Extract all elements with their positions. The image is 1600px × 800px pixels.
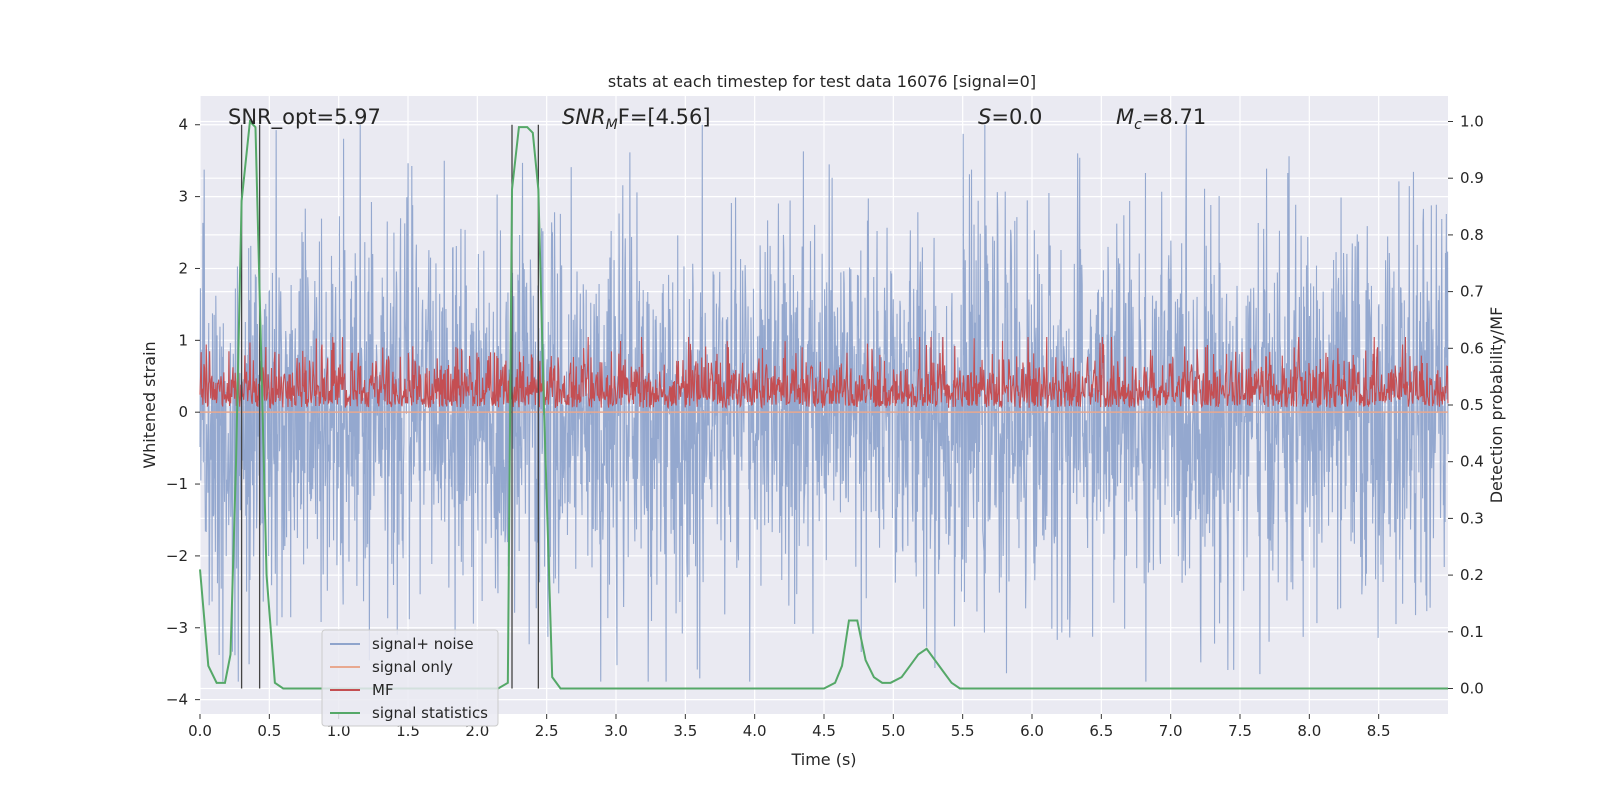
signal-noise-line (199, 124, 1449, 682)
x-tick-label: 6.5 (1089, 722, 1113, 740)
y2-tick-label: 0.7 (1460, 283, 1484, 301)
annotation-s-main: S (978, 105, 991, 129)
annotation-snr-mf-sub: M (606, 117, 618, 133)
y-tick-label: 0 (178, 403, 188, 421)
y-tick-label: −1 (166, 475, 188, 493)
y2-tick-label: 0.1 (1460, 623, 1484, 641)
legend-label: signal+ noise (372, 635, 474, 653)
annotation-s-rest: =0.0 (991, 105, 1042, 129)
x-tick-label: 5.5 (951, 722, 975, 740)
x-axis-ticks: 0.0 0.5 1.0 1.5 2.0 2.5 3.0 3.5 4.0 4.5 5.0 5.5 6.0 6… (188, 714, 1391, 740)
y-tick-label: −4 (166, 691, 188, 709)
x-tick-label: 3.5 (673, 722, 697, 740)
y2-tick-label: 1.0 (1460, 113, 1484, 131)
x-tick-label: 4.5 (812, 722, 836, 740)
legend-label: MF (372, 681, 394, 699)
y-tick-label: −3 (166, 619, 188, 637)
y2-tick-label: 0.9 (1460, 169, 1484, 187)
y-tick-label: 4 (178, 116, 188, 134)
y2-tick-label: 0.2 (1460, 566, 1484, 584)
x-tick-label: 6.0 (1020, 722, 1044, 740)
x-tick-label: 0.0 (188, 722, 212, 740)
signal-noise-series (199, 124, 1449, 682)
x-tick-label: 8.5 (1367, 722, 1391, 740)
y-axis-ticks: 4 3 2 1 0 −1 −2 −3 −4 (166, 116, 200, 709)
annotation-mc-sub: c (1134, 117, 1142, 133)
annotations: SNR_opt=5.97 SNRMF=[4.56] S=0.0 Mc=8.71 (228, 105, 1206, 133)
y-tick-label: 2 (178, 259, 188, 277)
x-tick-label: 3.0 (604, 722, 628, 740)
x-tick-label: 7.5 (1228, 722, 1252, 740)
annotation-snr-mf: SNRMF=[4.56] (562, 105, 711, 133)
y2-tick-label: 0.3 (1460, 509, 1484, 527)
signal-statistics-series (199, 119, 1448, 690)
y-axis-label: Whitened strain (140, 341, 159, 468)
annotation-mc-main: M (1116, 105, 1134, 129)
x-tick-label: 8.0 (1297, 722, 1321, 740)
vertical-markers (240, 124, 539, 689)
y2-tick-label: 0.5 (1460, 396, 1484, 414)
x-tick-label: 5.0 (881, 722, 905, 740)
y-tick-label: 1 (178, 331, 188, 349)
x-tick-label: 2.5 (535, 722, 559, 740)
y2-tick-label: 0.8 (1460, 226, 1484, 244)
annotation-mc: Mc=8.71 (1116, 105, 1206, 133)
legend: signal+ noise signal only MF signal statist… (321, 629, 499, 727)
y-tick-label: 3 (178, 188, 188, 206)
x-axis-label: Time (s) (790, 750, 856, 769)
annotation-mc-rest: =8.71 (1142, 105, 1206, 129)
y2-axis-ticks: 1.0 0.9 0.8 0.7 0.6 0.5 0.4 0.3 0.2 0.1 0.0 (1448, 113, 1484, 697)
legend-label: signal statistics (372, 704, 488, 722)
mf-line (199, 336, 1449, 410)
x-tick-label: 4.0 (743, 722, 767, 740)
legend-box (321, 629, 499, 727)
annotation-snr-mf-main: SNR (562, 105, 606, 129)
y-tick-label: −2 (166, 547, 188, 565)
legend-label: signal only (372, 658, 453, 676)
mf-series (199, 336, 1449, 410)
x-tick-label: 7.0 (1159, 722, 1183, 740)
annotation-snr-mf-rest: F=[4.56] (618, 105, 711, 129)
signal-statistics-line (199, 119, 1448, 690)
y2-tick-label: 0.4 (1460, 453, 1484, 471)
y2-axis-label: Detection probability/MF (1487, 307, 1506, 504)
x-tick-label: 0.5 (257, 722, 281, 740)
chart-title: stats at each timestep for test data 160… (608, 72, 1036, 91)
annotation-s: S=0.0 (978, 105, 1042, 129)
y2-tick-label: 0.0 (1460, 679, 1484, 697)
y2-tick-label: 0.6 (1460, 339, 1484, 357)
annotation-snr-opt: SNR_opt=5.97 (228, 105, 381, 130)
